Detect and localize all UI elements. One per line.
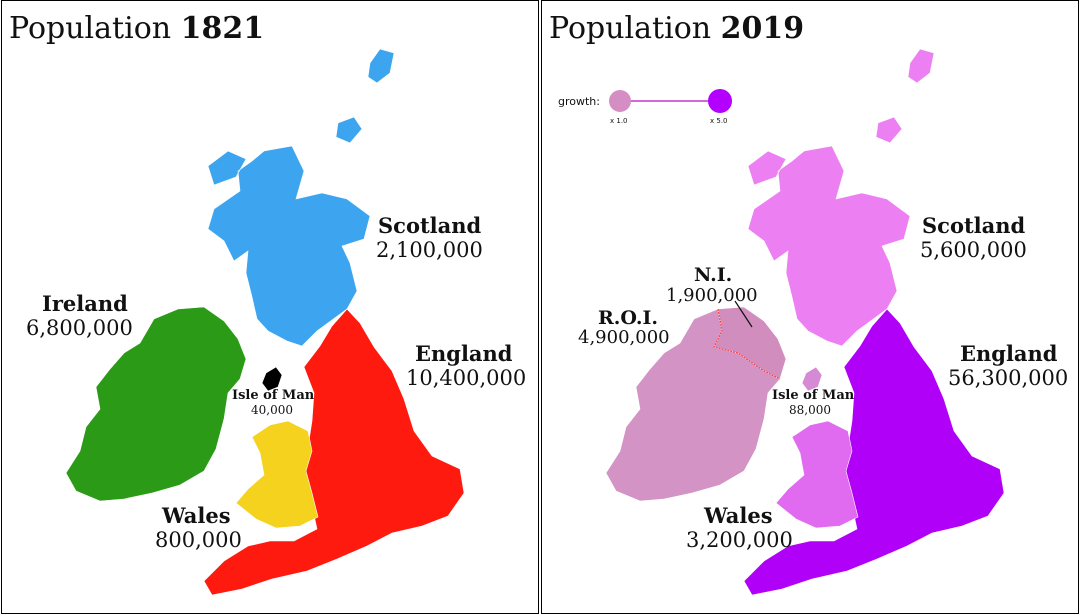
label-roi-name: R.O.I. xyxy=(598,307,658,329)
title-prefix: Population xyxy=(549,11,712,46)
title-prefix: Population xyxy=(9,11,172,46)
label-ireland-value: 6,800,000 xyxy=(26,316,133,340)
legend-max-label: x 5.0 xyxy=(710,117,728,125)
label-scotland-value: 5,600,000 xyxy=(920,238,1027,262)
region-isle-of-man xyxy=(261,366,283,392)
title-year: 2019 xyxy=(720,11,805,46)
map-2019: growth: x 1.0 x 5.0 Scotland 5,600,000 N… xyxy=(558,48,1068,596)
region-ireland xyxy=(65,306,247,502)
label-scotland-name: Scotland xyxy=(378,213,482,238)
label-iom-value: 40,000 xyxy=(251,403,293,417)
label-england-name: England xyxy=(415,341,513,366)
label-ni-value: 1,900,000 xyxy=(666,285,758,306)
legend-min-dot xyxy=(609,90,631,112)
ni-leader-line xyxy=(734,300,753,328)
panel-title-2019: Population 2019 xyxy=(549,11,804,46)
region-england xyxy=(203,308,465,596)
label-england-name: England xyxy=(960,341,1058,366)
region-wales xyxy=(235,420,319,529)
region-isle-of-man xyxy=(801,366,823,392)
label-roi-value: 4,900,000 xyxy=(578,327,670,348)
map-1821: Scotland 2,100,000 Ireland 6,800,000 Eng… xyxy=(26,48,526,596)
label-wales-name: Wales xyxy=(161,503,231,528)
region-england xyxy=(743,308,1005,596)
legend-max-dot xyxy=(708,89,732,113)
title-year: 1821 xyxy=(180,11,265,46)
map-panel-1821: Population 1821 Scotland 2,100,000 Irela… xyxy=(1,0,539,614)
panel-title-1821: Population 1821 xyxy=(9,11,264,46)
label-iom-name: Isle of Man xyxy=(232,388,315,403)
border-ni-roi xyxy=(713,308,781,380)
label-ireland-name: Ireland xyxy=(42,291,128,316)
label-iom-name: Isle of Man xyxy=(772,388,855,403)
label-wales-value: 800,000 xyxy=(155,528,242,552)
growth-legend: growth: x 1.0 x 5.0 xyxy=(558,89,732,125)
region-wales xyxy=(775,420,859,529)
label-iom-value: 88,000 xyxy=(789,403,831,417)
label-scotland-name: Scotland xyxy=(922,213,1026,238)
label-scotland-value: 2,100,000 xyxy=(376,238,483,262)
region-scotland xyxy=(207,48,395,347)
label-england-value: 56,300,000 xyxy=(948,366,1068,390)
label-wales-value: 3,200,000 xyxy=(686,528,793,552)
legend-label: growth: xyxy=(558,95,600,108)
label-wales-name: Wales xyxy=(703,503,773,528)
map-panel-2019: Population 2019 growth: x 1.0 x 5.0 Scot… xyxy=(541,0,1079,614)
label-england-value: 10,400,000 xyxy=(406,366,526,390)
region-scotland xyxy=(747,48,935,347)
legend-min-label: x 1.0 xyxy=(610,117,628,125)
label-ni-name: N.I. xyxy=(694,264,732,286)
